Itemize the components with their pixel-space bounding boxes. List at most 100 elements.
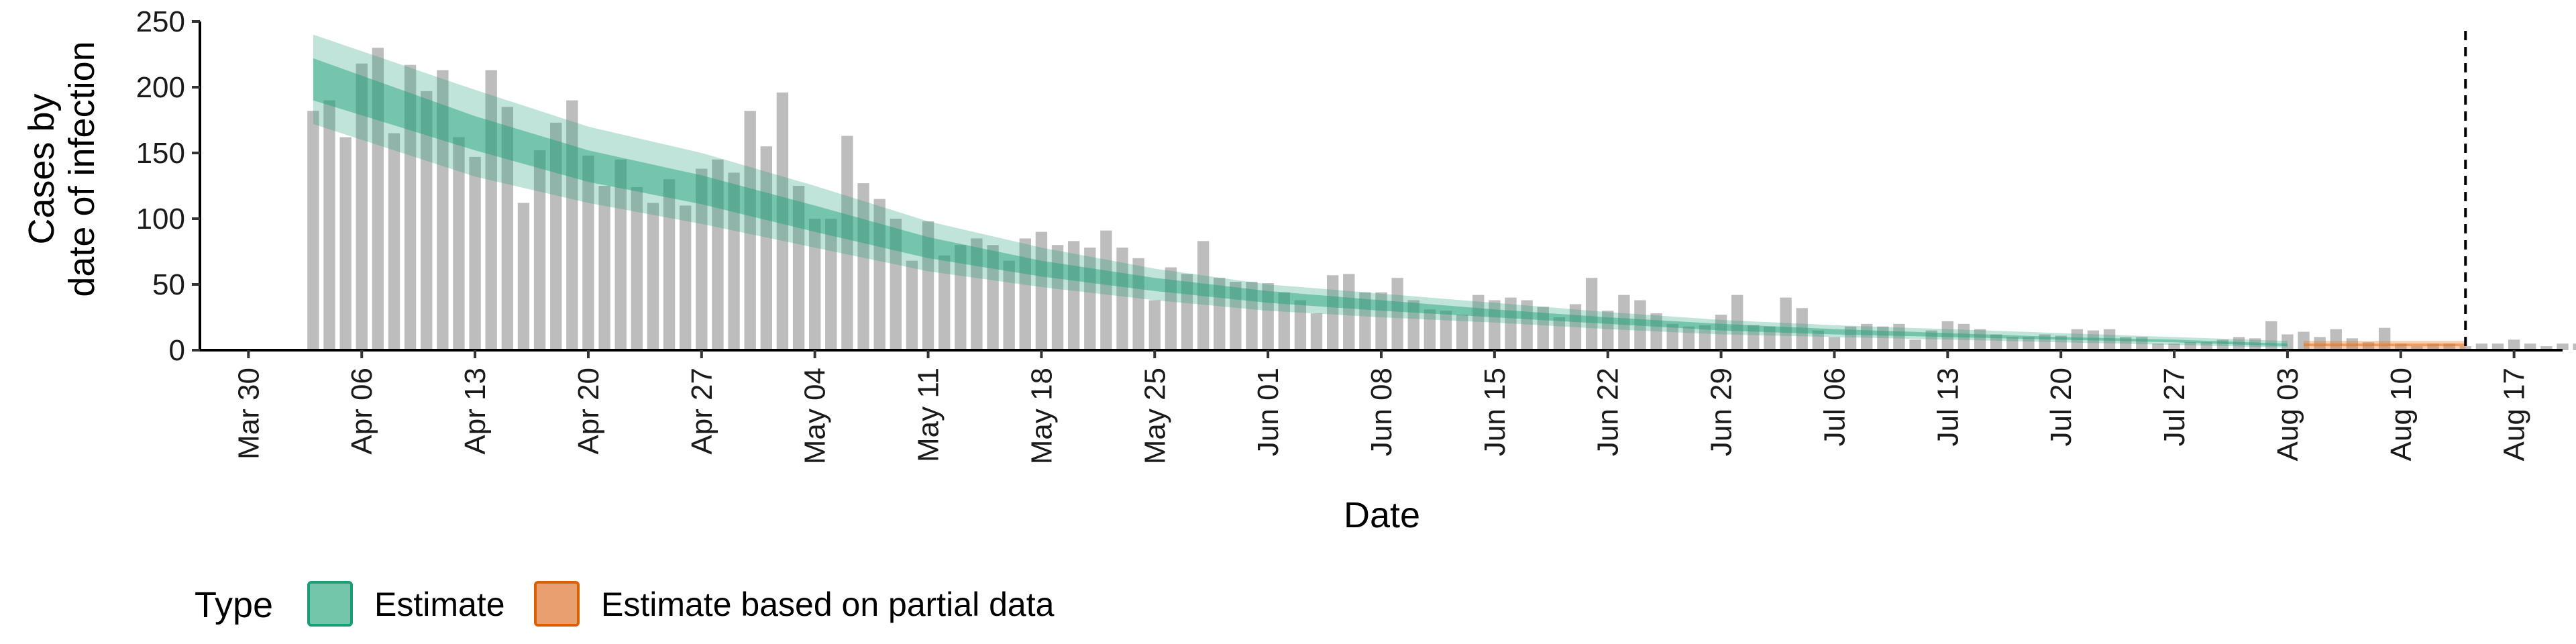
x-axis-title: Date xyxy=(1344,495,1420,535)
y-tick-label: 0 xyxy=(169,334,185,367)
bar xyxy=(1682,326,1695,350)
bar xyxy=(1748,325,1760,350)
bar xyxy=(1602,311,1614,350)
bar xyxy=(1456,315,1468,350)
bar xyxy=(841,136,853,350)
bar xyxy=(372,48,384,350)
bar xyxy=(1489,300,1501,350)
bar xyxy=(2233,337,2245,350)
bar xyxy=(971,238,983,350)
x-tick-label: May 04 xyxy=(799,368,832,464)
bar xyxy=(2136,337,2148,350)
bar xyxy=(2087,330,2100,350)
y-axis-title-line1: Cases by xyxy=(21,93,62,244)
bar xyxy=(1278,292,1290,350)
x-tick-label: Mar 30 xyxy=(232,368,265,460)
bar xyxy=(760,146,772,350)
bar xyxy=(825,219,837,350)
bar xyxy=(712,159,724,351)
bar xyxy=(2557,343,2569,350)
y-axis-title-line2: date of infection xyxy=(62,41,102,297)
bar xyxy=(2023,337,2035,350)
bar xyxy=(1067,241,1080,350)
bar xyxy=(1391,278,1403,350)
bar xyxy=(1148,300,1161,350)
estimate-band-90 xyxy=(313,34,2288,348)
bar xyxy=(744,111,756,350)
bar xyxy=(550,122,562,351)
bar xyxy=(2249,338,2261,350)
x-tick-label: Aug 10 xyxy=(2385,368,2418,461)
x-tick-label: Aug 03 xyxy=(2271,368,2304,461)
x-tick-label: May 18 xyxy=(1025,368,1058,464)
bar xyxy=(1246,282,1258,350)
bar xyxy=(1715,315,1727,350)
bar xyxy=(1764,326,1776,350)
bar xyxy=(776,92,789,350)
bar xyxy=(1116,248,1128,350)
bar xyxy=(809,219,821,350)
bar xyxy=(388,133,400,350)
bar xyxy=(2459,346,2471,350)
bar xyxy=(1100,230,1112,350)
bar xyxy=(2475,343,2488,350)
bars-layer xyxy=(307,48,2576,351)
bar xyxy=(598,186,610,350)
bar xyxy=(1084,248,1096,350)
bar xyxy=(728,172,740,350)
bar xyxy=(421,91,433,350)
bar xyxy=(792,186,805,350)
y-tick-label: 200 xyxy=(136,71,185,104)
estimate-band-50 xyxy=(313,58,2288,347)
bar xyxy=(1585,278,1598,350)
bar xyxy=(2443,343,2455,350)
bar xyxy=(2508,339,2520,350)
bar xyxy=(890,219,902,350)
bar xyxy=(1861,323,1873,350)
y-tick-label: 150 xyxy=(136,137,185,170)
bar xyxy=(339,137,352,351)
bar xyxy=(1326,275,1339,350)
bar xyxy=(631,186,643,350)
x-tick-label: Aug 17 xyxy=(2498,368,2531,461)
bar xyxy=(2427,343,2439,350)
bar xyxy=(1407,300,1419,350)
bar xyxy=(2540,346,2553,350)
bar xyxy=(1472,294,1485,350)
x-tick-label: May 11 xyxy=(912,368,945,462)
bar xyxy=(2200,342,2212,350)
bar xyxy=(2055,335,2067,350)
bar xyxy=(1230,282,1242,350)
bar xyxy=(2119,337,2132,350)
bar xyxy=(1909,339,1921,350)
legend-swatch-estimate xyxy=(307,581,353,627)
bar xyxy=(1375,292,1387,350)
axes: 0 50 100 150 200 250 Mar 30 Apr 06 Apr 13 Apr 20 A… xyxy=(136,5,2563,464)
y-tick-label: 250 xyxy=(136,5,185,38)
x-tick-label: Jun 08 xyxy=(1365,368,1398,456)
bar xyxy=(2265,321,2277,350)
bar xyxy=(955,245,967,350)
bar xyxy=(2152,343,2164,350)
bar xyxy=(469,156,481,350)
bar xyxy=(1796,308,1808,350)
bar xyxy=(323,100,335,350)
bar xyxy=(1634,300,1646,350)
bar xyxy=(1197,241,1210,350)
bar xyxy=(1699,325,1711,350)
bar xyxy=(1666,323,1678,350)
bar xyxy=(1618,294,1630,350)
bar xyxy=(1214,278,1226,350)
bar xyxy=(2491,343,2504,350)
bar xyxy=(1051,245,1064,350)
bar xyxy=(1974,329,1986,350)
partial-band-50 xyxy=(2304,343,2466,347)
bar xyxy=(1019,238,1031,350)
bar xyxy=(307,111,319,350)
bar xyxy=(2282,334,2294,350)
bar xyxy=(1440,311,1452,350)
bar xyxy=(1310,313,1323,350)
bar xyxy=(1893,323,1905,350)
bar xyxy=(906,260,918,350)
bar xyxy=(1941,321,1953,350)
